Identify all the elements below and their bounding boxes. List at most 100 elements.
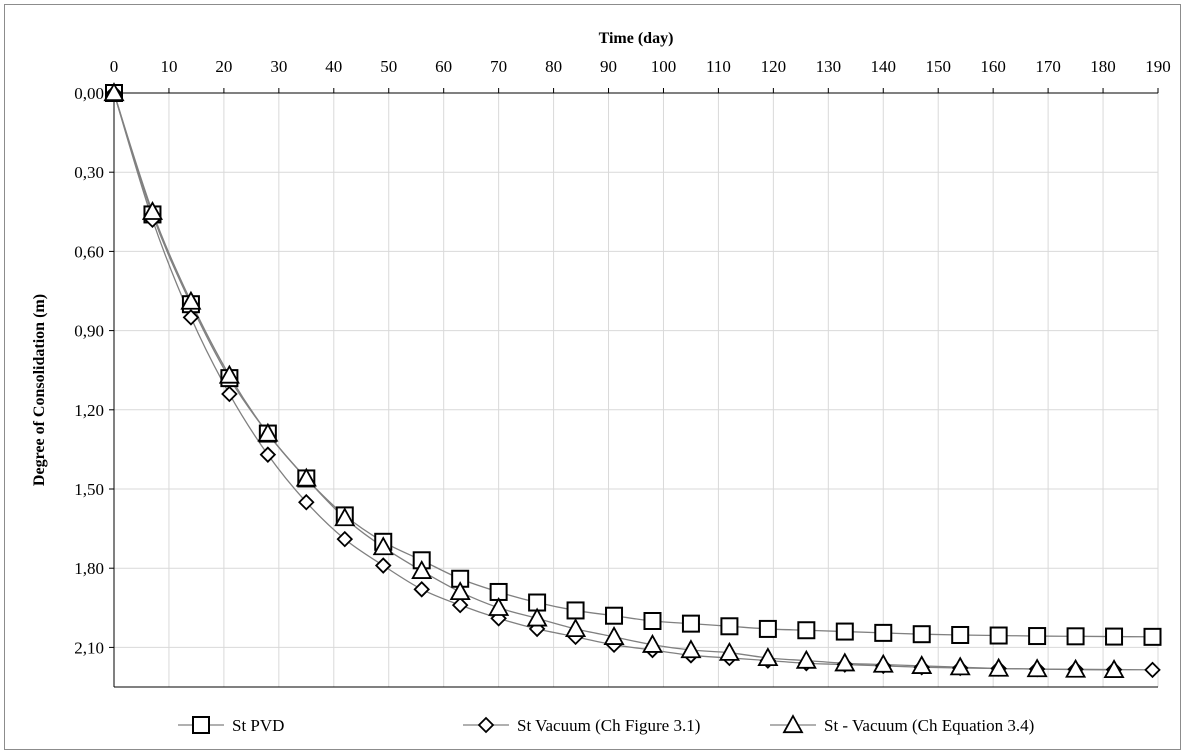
legend-item-1: St PVD bbox=[178, 716, 284, 735]
x-axis-title: Time (day) bbox=[599, 30, 674, 47]
data-point-diamond bbox=[336, 530, 354, 548]
series-layer bbox=[103, 82, 1162, 679]
data-point-triangle bbox=[488, 596, 510, 616]
y-tick-label: 2,10 bbox=[74, 638, 104, 657]
x-tick-label: 170 bbox=[1035, 57, 1061, 76]
data-point-triangle bbox=[257, 422, 279, 442]
data-point-square bbox=[797, 621, 816, 640]
series-line-1 bbox=[113, 92, 1153, 638]
legend-marker-square bbox=[192, 716, 210, 734]
legend-marker-triangle bbox=[782, 714, 804, 734]
data-point-triangle bbox=[988, 657, 1010, 677]
data-point-triangle bbox=[872, 653, 894, 673]
x-tick-label: 90 bbox=[600, 57, 617, 76]
data-point-triangle bbox=[180, 290, 202, 310]
y-axis-title: Degree of Consolidation (m) bbox=[31, 294, 48, 486]
data-point-square bbox=[643, 612, 662, 630]
x-tick-label: 120 bbox=[761, 57, 787, 76]
x-tick-label: 140 bbox=[871, 57, 897, 76]
x-tick-label: 20 bbox=[215, 57, 232, 76]
x-tick-label: 190 bbox=[1145, 57, 1171, 76]
data-point-diamond bbox=[221, 385, 238, 403]
axis-layer: 0 10 20 30 40 50 60 70 80 90 100 110 120 130 140 150 160… bbox=[74, 57, 1171, 688]
data-point-diamond bbox=[451, 596, 469, 614]
y-tick-label: 1,50 bbox=[74, 480, 104, 499]
data-point-triangle bbox=[218, 364, 240, 384]
data-point-triangle bbox=[1065, 658, 1087, 678]
series-markers-1 bbox=[105, 84, 1162, 646]
data-point-triangle bbox=[718, 641, 740, 661]
data-point-square bbox=[758, 619, 777, 638]
data-point-triangle bbox=[1026, 658, 1048, 678]
legend-marker-diamond bbox=[477, 716, 495, 734]
y-tick-label: 1,80 bbox=[74, 559, 104, 578]
x-tick-label: 100 bbox=[651, 57, 677, 76]
data-point-diamond bbox=[1144, 661, 1161, 679]
data-point-square bbox=[681, 614, 700, 633]
legend-item-2: St Vacuum (Ch Figure 3.1) bbox=[463, 716, 700, 735]
data-point-diamond bbox=[413, 581, 430, 598]
x-tick-label: 60 bbox=[435, 57, 452, 76]
data-point-triangle bbox=[949, 656, 971, 676]
y-tick-label: 0,90 bbox=[74, 322, 104, 341]
x-tick-label: 130 bbox=[816, 57, 842, 76]
data-point-triangle bbox=[141, 200, 163, 220]
data-point-triangle bbox=[449, 581, 471, 601]
x-tick-label: 40 bbox=[325, 57, 342, 76]
y-tick-label: 0,30 bbox=[74, 163, 104, 182]
legend-label: St - Vacuum (Ch Equation 3.4) bbox=[824, 716, 1034, 735]
x-tick-label: 180 bbox=[1090, 57, 1116, 76]
data-point-square bbox=[951, 625, 970, 644]
data-point-triangle bbox=[1103, 658, 1125, 678]
data-point-triangle bbox=[680, 639, 702, 659]
data-point-triangle bbox=[795, 649, 817, 669]
data-point-diamond bbox=[298, 493, 315, 511]
series-line-2 bbox=[113, 92, 1153, 671]
data-point-triangle bbox=[295, 467, 317, 487]
data-point-triangle bbox=[565, 618, 587, 638]
y-tick-label: 0,60 bbox=[74, 242, 104, 261]
x-tick-label: 110 bbox=[706, 57, 731, 76]
x-tick-label: 50 bbox=[380, 57, 397, 76]
x-tick-label: 150 bbox=[925, 57, 951, 76]
x-tick-label: 80 bbox=[545, 57, 562, 76]
data-point-square bbox=[1143, 627, 1162, 646]
data-point-square bbox=[912, 625, 931, 644]
data-point-square bbox=[1028, 627, 1047, 646]
data-point-square bbox=[835, 622, 854, 641]
data-point-square bbox=[1066, 627, 1085, 646]
data-point-triangle bbox=[526, 607, 548, 627]
data-point-triangle bbox=[334, 507, 356, 527]
y-tick-label: 0,00 bbox=[74, 84, 104, 103]
y-tick-label: 1,20 bbox=[74, 401, 104, 420]
data-point-triangle bbox=[411, 559, 433, 579]
legend: St PVD St Vacuum (Ch Figure 3.1) St - Vacu… bbox=[178, 714, 1034, 735]
data-point-diamond bbox=[182, 309, 200, 326]
series-markers-3 bbox=[103, 82, 1125, 678]
x-tick-label: 10 bbox=[160, 57, 177, 76]
data-point-square bbox=[1105, 627, 1124, 646]
x-tick-label: 30 bbox=[270, 57, 287, 76]
data-point-diamond bbox=[259, 446, 277, 463]
data-point-triangle bbox=[757, 647, 779, 667]
chart-frame bbox=[4, 4, 1181, 750]
data-point-triangle bbox=[641, 633, 664, 653]
data-point-square bbox=[720, 617, 739, 636]
data-point-square bbox=[989, 626, 1008, 645]
data-point-triangle bbox=[372, 536, 394, 556]
data-point-square bbox=[566, 601, 585, 620]
data-point-diamond bbox=[374, 557, 392, 574]
data-point-triangle bbox=[911, 655, 933, 674]
data-point-square bbox=[605, 606, 624, 625]
series-line-3 bbox=[113, 92, 1115, 671]
series-markers-2 bbox=[105, 84, 1161, 679]
legend-label: St Vacuum (Ch Figure 3.1) bbox=[517, 716, 700, 735]
data-point-square bbox=[874, 623, 893, 642]
data-point-triangle bbox=[103, 82, 125, 102]
legend-item-3: St - Vacuum (Ch Equation 3.4) bbox=[770, 714, 1034, 735]
data-point-triangle bbox=[834, 652, 856, 672]
legend-label: St PVD bbox=[232, 716, 284, 735]
data-point-triangle bbox=[603, 625, 625, 645]
x-tick-label: 70 bbox=[490, 57, 507, 76]
